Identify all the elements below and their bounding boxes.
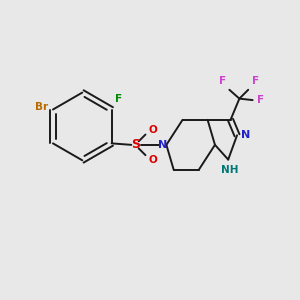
Text: N: N [241, 130, 250, 140]
Text: NH: NH [221, 165, 238, 175]
Text: O: O [149, 154, 158, 165]
Text: F: F [257, 95, 264, 105]
Text: F: F [252, 76, 259, 86]
Text: F: F [115, 94, 122, 104]
Text: F: F [219, 76, 226, 86]
Text: O: O [149, 125, 158, 135]
Text: S: S [131, 138, 140, 151]
Text: N: N [158, 140, 167, 150]
Text: Br: Br [34, 102, 48, 112]
